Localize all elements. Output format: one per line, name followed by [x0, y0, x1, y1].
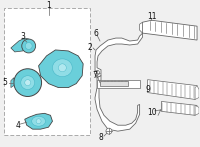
Ellipse shape [14, 69, 42, 96]
Text: 9: 9 [145, 85, 150, 94]
Text: 8: 8 [99, 133, 103, 142]
Polygon shape [140, 22, 143, 33]
Text: 11: 11 [147, 12, 156, 21]
Text: 4: 4 [15, 121, 20, 130]
Polygon shape [97, 80, 140, 88]
Text: 2: 2 [88, 44, 92, 52]
Ellipse shape [32, 116, 46, 126]
Polygon shape [195, 86, 199, 100]
Polygon shape [95, 33, 143, 78]
FancyBboxPatch shape [4, 8, 90, 135]
Polygon shape [143, 20, 197, 40]
Polygon shape [39, 50, 83, 88]
Polygon shape [25, 113, 52, 129]
Polygon shape [148, 80, 197, 100]
Polygon shape [161, 101, 197, 115]
Text: 5: 5 [2, 78, 7, 87]
Text: 7: 7 [93, 71, 97, 80]
Ellipse shape [36, 119, 41, 124]
Ellipse shape [25, 80, 31, 86]
Ellipse shape [95, 70, 100, 75]
Polygon shape [11, 38, 31, 52]
Bar [100, 81, 128, 86]
Ellipse shape [106, 128, 112, 134]
Text: 1: 1 [46, 1, 51, 10]
Ellipse shape [22, 39, 36, 53]
Polygon shape [95, 76, 140, 131]
Text: 3: 3 [20, 32, 25, 41]
Polygon shape [11, 78, 14, 88]
Ellipse shape [25, 42, 32, 49]
Ellipse shape [58, 64, 66, 72]
Ellipse shape [21, 76, 35, 90]
Polygon shape [195, 105, 199, 115]
Ellipse shape [52, 59, 72, 77]
Text: 10: 10 [148, 108, 157, 117]
Text: 6: 6 [94, 29, 98, 38]
